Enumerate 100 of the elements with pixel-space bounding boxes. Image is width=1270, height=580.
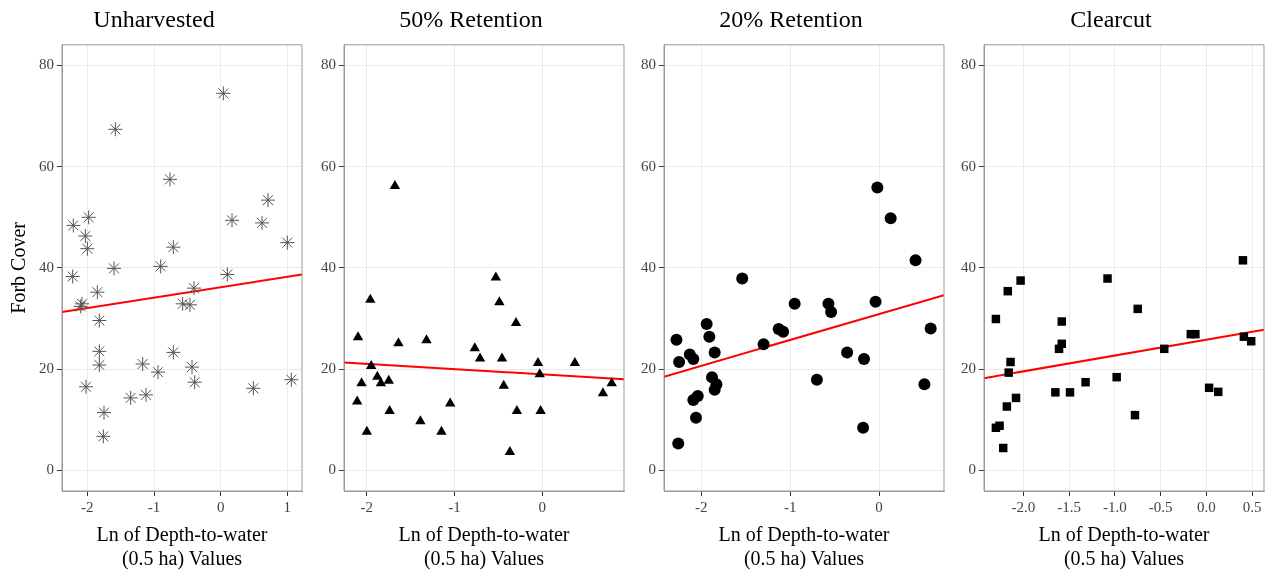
y-tick-label: 20	[961, 360, 976, 377]
x-tick-label: 0.5	[1242, 498, 1262, 515]
point	[162, 171, 178, 187]
point	[361, 425, 373, 435]
point	[81, 209, 97, 225]
point	[810, 373, 823, 386]
point	[757, 338, 770, 351]
x-tick-label: -1	[147, 498, 161, 515]
point	[89, 284, 105, 300]
y-tick-label: 40	[39, 258, 54, 275]
point	[65, 217, 81, 233]
chart-title: Clearcut	[1070, 5, 1152, 32]
y-tick-label: 20	[641, 360, 656, 377]
point	[490, 271, 502, 281]
chart-title: Unharvested	[93, 5, 215, 32]
point	[138, 387, 154, 403]
point	[175, 296, 191, 312]
x-axis-title: Ln of Depth-to-water (0.5 ha) Values	[96, 523, 268, 571]
point	[91, 343, 107, 359]
point	[254, 215, 270, 231]
y-tick-label: 0	[328, 461, 336, 478]
point	[708, 346, 721, 359]
x-axis-title: Ln of Depth-to-water (0.5 ha) Values	[1038, 523, 1210, 571]
point	[186, 280, 202, 296]
point	[1081, 377, 1090, 387]
point	[352, 331, 364, 341]
point	[869, 295, 882, 308]
point	[788, 297, 801, 310]
point	[184, 359, 200, 375]
y-tick-label: 60	[39, 157, 54, 174]
x-tick-label: -1	[448, 498, 461, 515]
point	[857, 421, 870, 434]
point	[365, 293, 376, 303]
point	[1238, 256, 1248, 265]
point	[153, 258, 169, 274]
x-tick-label: 1	[283, 498, 292, 515]
point	[884, 212, 897, 225]
y-tick-label: 60	[321, 157, 336, 174]
point	[535, 405, 546, 415]
point	[187, 374, 203, 390]
x-tick-label: -0.5	[1148, 498, 1173, 515]
point	[918, 378, 931, 391]
point	[356, 377, 367, 387]
point	[569, 357, 581, 367]
point	[597, 387, 609, 397]
x-tick-label: 0	[216, 498, 225, 515]
x-axis-title: Ln of Depth-to-water (0.5 ha) Values	[718, 523, 890, 571]
point	[510, 317, 522, 327]
x-tick-label: 0	[538, 498, 547, 515]
point	[219, 266, 235, 282]
point	[245, 380, 261, 396]
point	[494, 296, 505, 306]
point	[375, 377, 387, 387]
point	[366, 360, 377, 370]
point	[421, 334, 432, 344]
point	[687, 393, 700, 406]
point	[106, 260, 122, 276]
point	[1016, 276, 1025, 285]
x-tick-label: 0.0	[1196, 498, 1216, 515]
point	[474, 352, 486, 362]
point	[606, 377, 617, 387]
point	[777, 325, 790, 338]
y-tick-label: 80	[39, 56, 54, 73]
point	[825, 305, 838, 318]
point	[909, 254, 922, 267]
point	[150, 364, 166, 380]
chart-title: 20% Retention	[719, 5, 863, 32]
point	[224, 212, 240, 228]
point	[511, 405, 523, 415]
point	[1051, 388, 1060, 397]
point	[383, 374, 394, 384]
point	[1057, 317, 1067, 326]
y-tick-label: 40	[321, 258, 336, 275]
point	[436, 425, 447, 435]
point	[703, 330, 716, 343]
point	[670, 333, 683, 346]
point	[1133, 304, 1142, 314]
point	[673, 356, 686, 368]
y-tick-label: 60	[641, 157, 656, 174]
point	[372, 370, 383, 380]
y-tick-label: 0	[968, 461, 976, 478]
point	[841, 346, 854, 359]
point	[389, 179, 401, 189]
point	[65, 269, 81, 284]
y-tick-label: 0	[648, 461, 656, 478]
y-tick-label: 60	[961, 157, 976, 174]
point	[924, 322, 937, 335]
point	[77, 228, 93, 244]
point	[1004, 368, 1013, 377]
x-tick-label: -1.0	[1102, 498, 1127, 515]
point	[687, 352, 700, 365]
point	[1112, 372, 1121, 382]
point	[1006, 357, 1015, 367]
y-tick-label: 40	[641, 258, 656, 275]
y-tick-label: 80	[321, 56, 336, 73]
point	[700, 318, 713, 331]
point	[215, 85, 231, 101]
x-tick-label: -1.5	[1057, 498, 1081, 515]
point	[1191, 329, 1200, 339]
point	[182, 297, 198, 313]
